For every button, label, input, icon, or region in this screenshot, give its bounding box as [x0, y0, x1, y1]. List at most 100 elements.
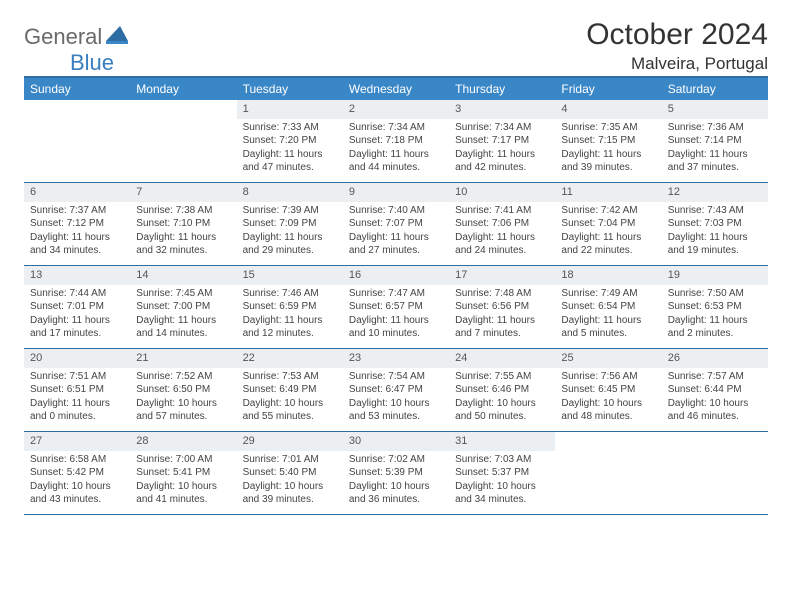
- day-cell: 10Sunrise: 7:41 AMSunset: 7:06 PMDayligh…: [449, 183, 555, 265]
- day-content: Sunrise: 7:40 AMSunset: 7:07 PMDaylight:…: [343, 202, 449, 262]
- day-number: 6: [24, 183, 130, 202]
- day-cell: 30Sunrise: 7:02 AMSunset: 5:39 PMDayligh…: [343, 432, 449, 514]
- day-content: Sunrise: 7:01 AMSunset: 5:40 PMDaylight:…: [237, 451, 343, 511]
- day-cell: 14Sunrise: 7:45 AMSunset: 7:00 PMDayligh…: [130, 266, 236, 348]
- week-row: 6Sunrise: 7:37 AMSunset: 7:12 PMDaylight…: [24, 183, 768, 266]
- day-number: 25: [555, 349, 661, 368]
- day-header-cell: Tuesday: [237, 78, 343, 100]
- day-content: Sunrise: 7:34 AMSunset: 7:18 PMDaylight:…: [343, 119, 449, 179]
- day-cell: 24Sunrise: 7:55 AMSunset: 6:46 PMDayligh…: [449, 349, 555, 431]
- day-content: Sunrise: 7:51 AMSunset: 6:51 PMDaylight:…: [24, 368, 130, 428]
- day-content: Sunrise: 7:36 AMSunset: 7:14 PMDaylight:…: [662, 119, 768, 179]
- day-cell: 20Sunrise: 7:51 AMSunset: 6:51 PMDayligh…: [24, 349, 130, 431]
- day-cell: 13Sunrise: 7:44 AMSunset: 7:01 PMDayligh…: [24, 266, 130, 348]
- day-number: 21: [130, 349, 236, 368]
- day-cell: 23Sunrise: 7:54 AMSunset: 6:47 PMDayligh…: [343, 349, 449, 431]
- day-cell: 3Sunrise: 7:34 AMSunset: 7:17 PMDaylight…: [449, 100, 555, 182]
- day-cell: 8Sunrise: 7:39 AMSunset: 7:09 PMDaylight…: [237, 183, 343, 265]
- day-number: 23: [343, 349, 449, 368]
- day-number: 28: [130, 432, 236, 451]
- day-number: 7: [130, 183, 236, 202]
- day-cell: 6Sunrise: 7:37 AMSunset: 7:12 PMDaylight…: [24, 183, 130, 265]
- day-number: 17: [449, 266, 555, 285]
- day-content: Sunrise: 7:42 AMSunset: 7:04 PMDaylight:…: [555, 202, 661, 262]
- day-content: Sunrise: 7:45 AMSunset: 7:00 PMDaylight:…: [130, 285, 236, 345]
- day-content: Sunrise: 7:48 AMSunset: 6:56 PMDaylight:…: [449, 285, 555, 345]
- day-content: Sunrise: 7:46 AMSunset: 6:59 PMDaylight:…: [237, 285, 343, 345]
- logo-triangle-icon: [106, 26, 128, 49]
- day-content: Sunrise: 7:41 AMSunset: 7:06 PMDaylight:…: [449, 202, 555, 262]
- day-content: Sunrise: 7:33 AMSunset: 7:20 PMDaylight:…: [237, 119, 343, 179]
- day-number: 5: [662, 100, 768, 119]
- day-cell: 15Sunrise: 7:46 AMSunset: 6:59 PMDayligh…: [237, 266, 343, 348]
- day-number: 18: [555, 266, 661, 285]
- month-title: October 2024: [586, 18, 768, 52]
- day-number: 13: [24, 266, 130, 285]
- day-cell: 7Sunrise: 7:38 AMSunset: 7:10 PMDaylight…: [130, 183, 236, 265]
- empty-cell: [130, 100, 236, 182]
- day-cell: 11Sunrise: 7:42 AMSunset: 7:04 PMDayligh…: [555, 183, 661, 265]
- day-number: 1: [237, 100, 343, 119]
- day-number: 8: [237, 183, 343, 202]
- day-content: Sunrise: 7:54 AMSunset: 6:47 PMDaylight:…: [343, 368, 449, 428]
- day-header-cell: Friday: [555, 78, 661, 100]
- day-number: 19: [662, 266, 768, 285]
- day-header-row: SundayMondayTuesdayWednesdayThursdayFrid…: [24, 78, 768, 100]
- day-content: Sunrise: 7:57 AMSunset: 6:44 PMDaylight:…: [662, 368, 768, 428]
- day-cell: 31Sunrise: 7:03 AMSunset: 5:37 PMDayligh…: [449, 432, 555, 514]
- day-cell: 27Sunrise: 6:58 AMSunset: 5:42 PMDayligh…: [24, 432, 130, 514]
- day-number: 2: [343, 100, 449, 119]
- day-cell: 18Sunrise: 7:49 AMSunset: 6:54 PMDayligh…: [555, 266, 661, 348]
- day-header-cell: Saturday: [662, 78, 768, 100]
- day-cell: 25Sunrise: 7:56 AMSunset: 6:45 PMDayligh…: [555, 349, 661, 431]
- day-content: Sunrise: 7:43 AMSunset: 7:03 PMDaylight:…: [662, 202, 768, 262]
- day-number: 15: [237, 266, 343, 285]
- day-number: 30: [343, 432, 449, 451]
- empty-cell: [555, 432, 661, 514]
- day-number: 11: [555, 183, 661, 202]
- day-cell: 9Sunrise: 7:40 AMSunset: 7:07 PMDaylight…: [343, 183, 449, 265]
- day-content: Sunrise: 7:44 AMSunset: 7:01 PMDaylight:…: [24, 285, 130, 345]
- empty-cell: [662, 432, 768, 514]
- day-content: Sunrise: 7:35 AMSunset: 7:15 PMDaylight:…: [555, 119, 661, 179]
- day-content: Sunrise: 7:38 AMSunset: 7:10 PMDaylight:…: [130, 202, 236, 262]
- day-number: 27: [24, 432, 130, 451]
- day-number: 16: [343, 266, 449, 285]
- day-number: 4: [555, 100, 661, 119]
- day-content: Sunrise: 7:03 AMSunset: 5:37 PMDaylight:…: [449, 451, 555, 511]
- day-cell: 22Sunrise: 7:53 AMSunset: 6:49 PMDayligh…: [237, 349, 343, 431]
- day-cell: 19Sunrise: 7:50 AMSunset: 6:53 PMDayligh…: [662, 266, 768, 348]
- day-cell: 28Sunrise: 7:00 AMSunset: 5:41 PMDayligh…: [130, 432, 236, 514]
- day-cell: 1Sunrise: 7:33 AMSunset: 7:20 PMDaylight…: [237, 100, 343, 182]
- day-number: 31: [449, 432, 555, 451]
- day-content: Sunrise: 7:47 AMSunset: 6:57 PMDaylight:…: [343, 285, 449, 345]
- empty-cell: [24, 100, 130, 182]
- day-content: Sunrise: 7:52 AMSunset: 6:50 PMDaylight:…: [130, 368, 236, 428]
- week-row: 1Sunrise: 7:33 AMSunset: 7:20 PMDaylight…: [24, 100, 768, 183]
- day-content: Sunrise: 7:56 AMSunset: 6:45 PMDaylight:…: [555, 368, 661, 428]
- day-header-cell: Wednesday: [343, 78, 449, 100]
- day-cell: 21Sunrise: 7:52 AMSunset: 6:50 PMDayligh…: [130, 349, 236, 431]
- day-number: 22: [237, 349, 343, 368]
- day-cell: 12Sunrise: 7:43 AMSunset: 7:03 PMDayligh…: [662, 183, 768, 265]
- week-row: 27Sunrise: 6:58 AMSunset: 5:42 PMDayligh…: [24, 432, 768, 515]
- day-content: Sunrise: 7:49 AMSunset: 6:54 PMDaylight:…: [555, 285, 661, 345]
- day-cell: 4Sunrise: 7:35 AMSunset: 7:15 PMDaylight…: [555, 100, 661, 182]
- day-number: 20: [24, 349, 130, 368]
- day-cell: 5Sunrise: 7:36 AMSunset: 7:14 PMDaylight…: [662, 100, 768, 182]
- day-number: 26: [662, 349, 768, 368]
- day-content: Sunrise: 7:50 AMSunset: 6:53 PMDaylight:…: [662, 285, 768, 345]
- day-number: 12: [662, 183, 768, 202]
- day-number: 10: [449, 183, 555, 202]
- day-content: Sunrise: 7:34 AMSunset: 7:17 PMDaylight:…: [449, 119, 555, 179]
- day-content: Sunrise: 7:37 AMSunset: 7:12 PMDaylight:…: [24, 202, 130, 262]
- day-content: Sunrise: 6:58 AMSunset: 5:42 PMDaylight:…: [24, 451, 130, 511]
- day-number: 29: [237, 432, 343, 451]
- day-header-cell: Sunday: [24, 78, 130, 100]
- day-cell: 16Sunrise: 7:47 AMSunset: 6:57 PMDayligh…: [343, 266, 449, 348]
- logo-text-blue: Blue: [70, 50, 114, 75]
- day-header-cell: Monday: [130, 78, 236, 100]
- day-cell: 26Sunrise: 7:57 AMSunset: 6:44 PMDayligh…: [662, 349, 768, 431]
- logo-text-general: General: [24, 24, 102, 50]
- week-row: 20Sunrise: 7:51 AMSunset: 6:51 PMDayligh…: [24, 349, 768, 432]
